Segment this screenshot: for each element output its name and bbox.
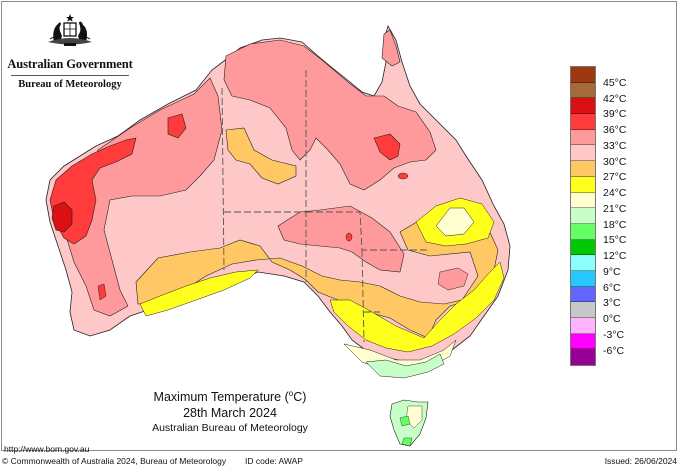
agency-name: Bureau of Meteorology [18,79,122,90]
legend-swatch-36 [571,114,595,130]
legend-label: 42°C [603,93,627,105]
zone-24c-south [139,269,259,317]
zone-33c-nsw-island [437,267,469,291]
zone-36c-qld-small [397,172,409,180]
zone-33c-west [65,77,223,317]
zone-36c-qld [373,133,401,161]
temperature-map [45,24,511,447]
legend-label: 33°C [603,140,627,152]
legend-label: 18°C [603,219,627,231]
issued-date: Issued: 26/06/2024 [604,456,677,466]
government-name: Australian Government [7,57,133,71]
legend-swatch-minus3 [571,318,595,334]
legend-swatch-12 [571,239,595,256]
state-borders [221,70,430,343]
legend-swatch-39 [571,98,595,115]
legend-swatch-42 [571,82,595,99]
legend-swatch-below [571,349,595,366]
legend-swatch-45 [571,67,595,83]
legend-label: 6°C [603,282,621,294]
legend-label: 27°C [603,171,627,183]
legend-swatch-15 [571,223,595,240]
map-date: 28th March 2024 [183,406,277,421]
copyright-notice: © Commonwealth of Australia 2024, Bureau… [2,456,227,466]
degree-symbol: o [288,389,294,398]
legend-label: 24°C [603,187,627,199]
legend-swatch-0 [571,302,595,318]
map-title: Maximum Temperature (oC) [130,386,330,405]
legend-swatch-30 [571,145,595,162]
zone-18c-vic [365,353,445,379]
legend-colorbar [570,66,596,367]
bom-website-link[interactable]: http://www.bom.gov.au [4,444,90,454]
legend-swatch-9 [571,255,595,271]
government-logo: Australian Government Bureau of Meteorol… [6,12,134,92]
zone-36c-kimberley-pocket [167,113,187,139]
legend-swatch-24 [571,176,595,193]
legend-label: -3°C [603,329,625,341]
legend-label: 15°C [603,234,627,246]
legend-swatch-3 [571,286,595,303]
legend-label: 30°C [603,156,627,168]
legend-label: 36°C [603,124,627,136]
zone-21c-qld [435,207,475,237]
zone-33c-cape [381,29,401,67]
legend-swatch-27 [571,161,595,177]
zone-36c-wa-south [97,283,107,301]
legend-label: 12°C [603,250,627,262]
map-title-unit: C) [293,390,307,405]
zone-33c-central [277,205,405,273]
zone-36c-sa [345,232,353,242]
legend-label: 9°C [603,266,621,278]
legend-label: 21°C [603,203,627,215]
legend-label: 0°C [603,313,621,325]
id-code: ID code: AWAP [245,456,303,466]
legend-swatch-33 [571,129,595,146]
legend-label: 3°C [603,297,621,309]
zone-39c-gascoyne [51,201,73,233]
legend-label: -6°C [603,345,625,357]
map-title-block: Maximum Temperature (oC) 28th March 2024… [130,386,330,435]
map-source: Australian Bureau of Meteorology [152,422,308,435]
legend-label: 39°C [603,108,627,120]
legend-swatch-18 [571,208,595,224]
zone-27c-nt [225,127,297,185]
zone-15c-tasmania [399,415,413,447]
coat-of-arms-icon [48,14,92,46]
logo-divider [11,75,129,76]
legend-label: 45°C [603,77,627,89]
zone-24c-se [329,261,505,353]
legend-swatch-6 [571,270,595,287]
legend-swatch-minus6 [571,333,595,350]
map-title-text: Maximum Temperature ( [153,390,289,405]
legend-swatch-21 [571,192,595,209]
